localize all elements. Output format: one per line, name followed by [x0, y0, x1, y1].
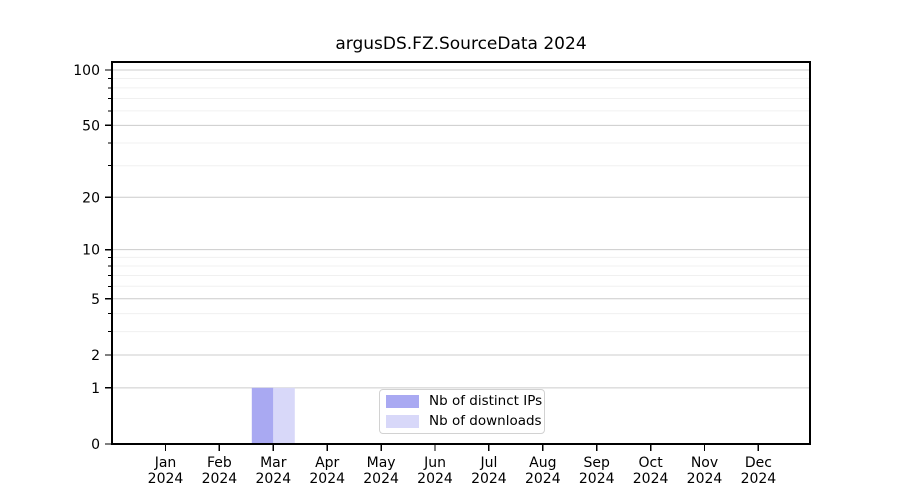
y-tick-label: 2: [91, 348, 100, 364]
x-tick-label-month: Sep: [584, 455, 611, 471]
x-tick-label-month: Nov: [691, 455, 718, 471]
x-tick-label-month: Feb: [207, 455, 232, 471]
x-tick-label-year: 2024: [633, 471, 669, 487]
x-tick-label-year: 2024: [148, 471, 184, 487]
x-tick-label-month: Aug: [529, 455, 556, 471]
x-tick-label-year: 2024: [471, 471, 507, 487]
x-tick-label-month: Jul: [479, 455, 497, 471]
plot-border: [111, 61, 811, 445]
y-tick-label: 10: [82, 243, 100, 259]
legend-entry-distinct-ips: Nb of distinct IPs: [386, 392, 542, 411]
bar-nb-of-downloads-mar: [273, 387, 295, 444]
chart-title: argusDS.FZ.SourceData 2024: [335, 34, 587, 54]
x-tick-label-year: 2024: [202, 471, 238, 487]
x-tick-label-month: Oct: [638, 455, 663, 471]
x-tick-label-year: 2024: [255, 471, 291, 487]
bar-nb-of-distinct-ips-mar: [251, 387, 274, 444]
x-tick-label-year: 2024: [525, 471, 561, 487]
x-tick-label-year: 2024: [309, 471, 345, 487]
legend: Nb of distinct IPs Nb of downloads: [379, 389, 545, 434]
legend-label-downloads: Nb of downloads: [429, 412, 542, 429]
y-tick-label: 100: [73, 63, 100, 79]
x-tick-label-year: 2024: [579, 471, 615, 487]
x-tick-label-month: May: [367, 455, 396, 471]
x-tick-label-year: 2024: [687, 471, 723, 487]
y-tick-label: 1: [91, 381, 100, 397]
legend-label-distinct-ips: Nb of distinct IPs: [429, 393, 543, 410]
x-tick-label-month: Apr: [315, 455, 339, 471]
x-tick-label-year: 2024: [741, 471, 777, 487]
y-tick-label: 50: [82, 118, 100, 134]
x-tick-label-month: Jun: [423, 455, 446, 471]
y-tick-label: 20: [82, 190, 100, 206]
x-tick-label-month: Dec: [745, 455, 772, 471]
x-tick-label-month: Mar: [260, 455, 287, 471]
legend-swatch-distinct-ips: [386, 395, 419, 409]
y-tick-label: 0: [91, 437, 100, 453]
legend-swatch-downloads: [386, 414, 419, 428]
x-tick-label-month: Jan: [154, 455, 177, 471]
x-tick-label-year: 2024: [417, 471, 453, 487]
legend-entry-downloads: Nb of downloads: [386, 412, 542, 431]
y-tick-label: 5: [91, 292, 100, 308]
x-tick-label-year: 2024: [363, 471, 399, 487]
